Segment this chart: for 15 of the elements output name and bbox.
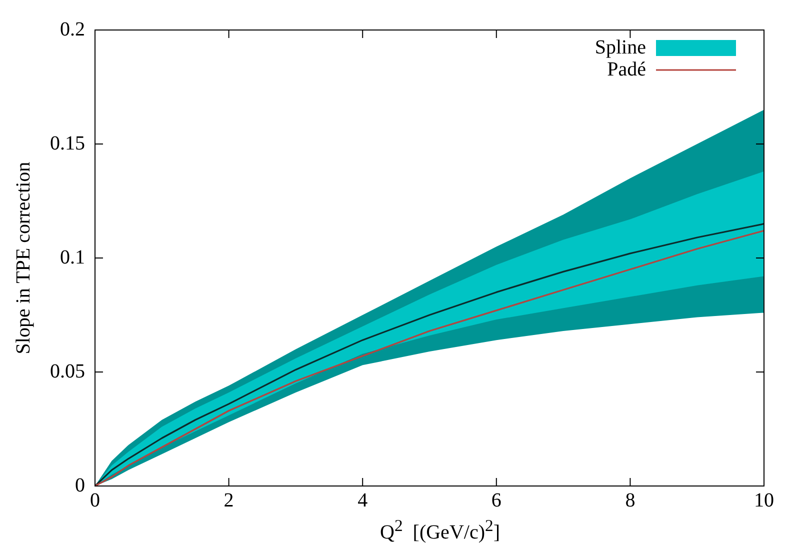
y-tick-label: 0.1 bbox=[60, 246, 85, 268]
x-tick-label: 10 bbox=[754, 489, 774, 512]
x-tick-label: 0 bbox=[90, 489, 100, 512]
y-tick-label: 0 bbox=[75, 474, 85, 496]
x-tick-label: 2 bbox=[224, 489, 234, 512]
x-tick-label: 6 bbox=[491, 489, 502, 512]
legend-label: Padé bbox=[607, 58, 646, 80]
x-tick-label: 8 bbox=[625, 489, 636, 512]
x-tick-label: 4 bbox=[358, 489, 368, 512]
y-tick-label: 0.05 bbox=[50, 360, 85, 382]
x-axis-title: Q$^{2}$ [(GeV/c)$^{2}$] bbox=[379, 516, 501, 545]
legend-label: Spline bbox=[594, 36, 646, 58]
y-tick-label: 0.15 bbox=[50, 132, 85, 154]
y-axis-title: Slope in TPE correction bbox=[12, 162, 34, 354]
y-tick-label: 0.2 bbox=[60, 18, 85, 40]
